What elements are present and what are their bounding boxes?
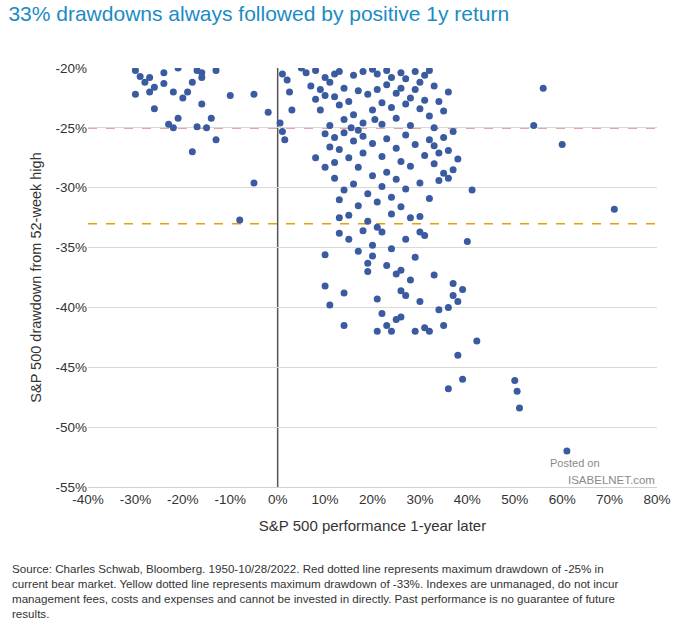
svg-text:-20%: -20% — [167, 492, 199, 507]
svg-text:-50%: -50% — [55, 420, 87, 435]
svg-text:33% drawdowns always followed: 33% drawdowns always followed by positiv… — [8, 2, 509, 25]
svg-text:-30%: -30% — [55, 180, 87, 195]
svg-text:-45%: -45% — [55, 360, 87, 375]
svg-text:60%: 60% — [549, 492, 576, 507]
svg-text:-30%: -30% — [120, 492, 152, 507]
svg-text:80%: 80% — [643, 492, 670, 507]
svg-text:50%: 50% — [501, 492, 528, 507]
svg-text:40%: 40% — [454, 492, 481, 507]
svg-text:ISABELNET.com: ISABELNET.com — [568, 474, 655, 486]
svg-text:0%: 0% — [268, 492, 288, 507]
svg-text:10%: 10% — [312, 492, 339, 507]
svg-text:70%: 70% — [596, 492, 623, 507]
svg-text:-10%: -10% — [214, 492, 246, 507]
svg-text:S&P 500 performance 1-year lat: S&P 500 performance 1-year later — [259, 517, 486, 534]
svg-text:-20%: -20% — [55, 61, 87, 76]
svg-text:S&P 500 drawdown from 52-week: S&P 500 drawdown from 52-week high — [28, 152, 44, 402]
svg-text:Source: Charles Schwab, Bloomb: Source: Charles Schwab, Bloomberg. 1950-… — [12, 562, 619, 620]
svg-text:Posted on: Posted on — [550, 457, 600, 469]
svg-text:-40%: -40% — [72, 492, 104, 507]
svg-text:-35%: -35% — [55, 240, 87, 255]
svg-text:-25%: -25% — [55, 121, 87, 136]
svg-text:30%: 30% — [406, 492, 433, 507]
svg-text:20%: 20% — [359, 492, 386, 507]
svg-text:-55%: -55% — [55, 480, 87, 495]
svg-text:-40%: -40% — [55, 300, 87, 315]
